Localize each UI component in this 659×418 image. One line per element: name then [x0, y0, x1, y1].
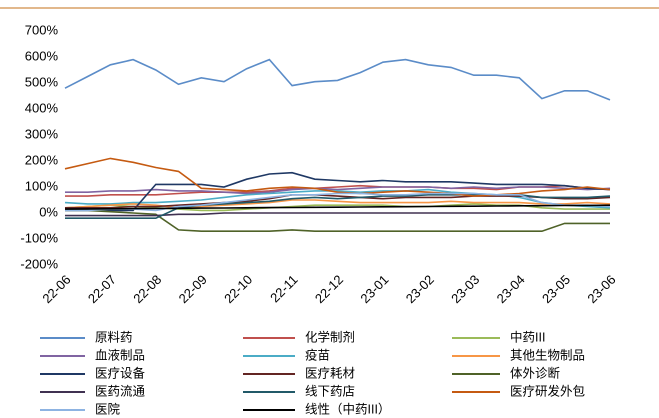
series-line: [64, 199, 611, 209]
y-tick-label: 500%: [25, 74, 59, 89]
legend-label: 医院: [95, 402, 121, 416]
legend-label: 医疗设备: [95, 365, 146, 380]
y-tick-label: 200%: [25, 152, 59, 167]
x-tick-label: 22-06: [39, 272, 73, 306]
x-tick-label: 22-12: [312, 272, 346, 306]
x-tick-label: 22-10: [221, 272, 255, 306]
series-line: [65, 192, 611, 212]
series-line: [65, 209, 610, 232]
x-tick-label: 22-08: [130, 272, 164, 306]
series-line: [64, 204, 611, 210]
x-tick-label: 23-06: [584, 272, 618, 306]
legend-label: 线下药店: [305, 384, 355, 398]
y-tick-label: 700%: [25, 22, 59, 37]
series-line: [64, 157, 611, 197]
x-tick-label: 23-01: [357, 272, 391, 306]
series-line: [64, 58, 611, 101]
legend-label: 体外诊断: [510, 365, 560, 380]
legend-label: 医药流通: [95, 384, 146, 398]
x-tick-label: 22-09: [176, 272, 210, 306]
x-tick-label: 23-05: [539, 272, 573, 306]
legend-label: 血液制品: [95, 347, 145, 362]
legend-label: 医疗研发外包: [510, 383, 585, 398]
legend-label: 疫苗: [305, 347, 330, 362]
y-tick-label: -200%: [20, 256, 58, 271]
y-tick-label: -100%: [20, 230, 58, 245]
x-tick-label: 22-11: [267, 272, 300, 305]
series-line: [64, 188, 611, 209]
legend-label: 其他生物制品: [510, 348, 585, 362]
x-tick-label: 22-07: [85, 272, 119, 306]
x-tick-label: 23-04: [494, 272, 528, 306]
legend-label: 原料药: [95, 330, 133, 344]
legend-label: 中药III: [510, 329, 545, 344]
legend-label: 线性（中药III）: [305, 401, 390, 416]
legend-label: 医疗耗材: [305, 366, 355, 380]
series-line: [65, 212, 610, 217]
y-tick-label: 400%: [25, 100, 59, 115]
series-line: [65, 194, 611, 209]
series-line: [65, 171, 611, 212]
x-tick-label: 23-02: [403, 272, 437, 306]
y-tick-label: 600%: [25, 48, 59, 63]
x-tick-label: 23-03: [448, 272, 482, 306]
series-line: [65, 186, 611, 195]
y-tick-label: 100%: [25, 178, 59, 193]
y-tick-label: 0%: [39, 204, 58, 219]
y-tick-label: 300%: [25, 126, 59, 141]
legend-label: 化学制剂: [305, 329, 355, 344]
